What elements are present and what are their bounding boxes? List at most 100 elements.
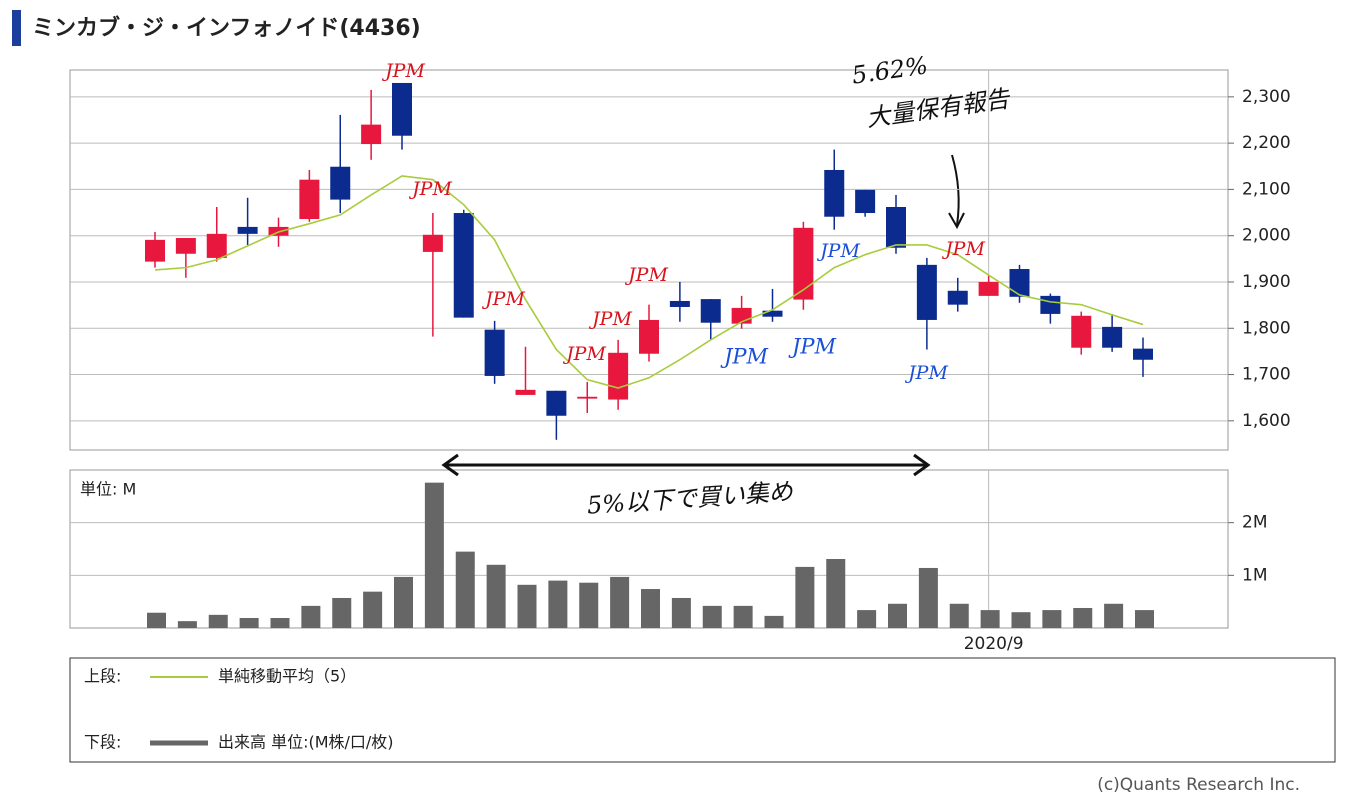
volume-bar: [177, 621, 197, 628]
legend-box: [69, 657, 1336, 763]
candle-body: [330, 166, 351, 200]
annotation: JPM: [816, 240, 860, 262]
candle-body: [793, 227, 814, 300]
volume-bar: [764, 615, 784, 628]
volume-bar: [671, 597, 691, 628]
legend-label: 単純移動平均（5）: [218, 667, 356, 686]
candle-body: [577, 396, 598, 399]
candle-body: [237, 226, 258, 234]
page-title: ミンカブ・ジ・インフォノイド(4436): [32, 15, 421, 41]
y-tick-label: 2,200: [1242, 133, 1291, 153]
annotation: JPM: [381, 60, 425, 82]
annotation: JPM: [408, 178, 452, 200]
volume-bar: [1042, 610, 1062, 628]
candle-body: [886, 207, 906, 248]
y-tick-label: 2M: [1242, 513, 1267, 533]
annotation: JPM: [904, 362, 948, 384]
volume-bar: [888, 603, 907, 628]
pointer-arrow: [951, 154, 960, 226]
annotation: JPM: [941, 238, 985, 260]
volume-bar: [332, 597, 352, 628]
volume-bar: [270, 617, 290, 628]
x-tick-label: 2020/9: [964, 634, 1024, 654]
candle-body: [145, 239, 165, 262]
volume-bar: [918, 567, 938, 628]
candle-body: [947, 290, 968, 305]
candle-body: [855, 189, 876, 214]
volume-bar: [702, 605, 722, 628]
legend-label: 出来高 単位:(M株/口/枚): [218, 733, 394, 752]
volume-bar: [455, 551, 475, 628]
candle-body: [1071, 315, 1092, 348]
y-tick-label: 1M: [1242, 565, 1267, 585]
volume-bar: [857, 610, 877, 628]
candle-body: [1133, 348, 1153, 360]
candle-body: [422, 234, 443, 252]
price-panel: [69, 69, 1229, 451]
volume-bar: [579, 582, 599, 628]
volume-bar: [363, 591, 383, 628]
volume-bar: [517, 584, 537, 628]
volume-bar: [641, 589, 660, 628]
y-tick-label: 2,300: [1242, 87, 1291, 107]
candle-body: [206, 233, 227, 258]
y-tick-label: 1,800: [1242, 318, 1291, 338]
candle-body: [515, 389, 536, 395]
annotation: JPM: [562, 343, 606, 365]
credit: (c)Quants Research Inc.: [1097, 775, 1300, 795]
candle-body: [1009, 269, 1030, 297]
candle-body: [1040, 295, 1061, 314]
candle-body: [1102, 326, 1123, 348]
candle-body: [978, 281, 999, 296]
candle-body: [916, 264, 937, 320]
y-tick-label: 2,100: [1242, 179, 1291, 199]
annotation: JPM: [788, 335, 837, 359]
annotation: JPM: [481, 288, 525, 310]
candle-body: [392, 82, 412, 136]
candle-body: [700, 299, 721, 323]
y-tick-label: 1,600: [1242, 411, 1291, 431]
candle-body: [299, 179, 320, 220]
moving-average-line: [154, 175, 1144, 389]
volume-bar: [1104, 603, 1124, 628]
volume-bar: [301, 605, 321, 628]
annotation: JPM: [588, 308, 632, 330]
volume-bar: [980, 610, 1000, 628]
arrow-head: [913, 453, 931, 477]
legend-panel-label: 上段:: [84, 667, 121, 686]
legend-panel-label: 下段:: [84, 733, 121, 752]
y-tick-label: 1,900: [1242, 272, 1291, 292]
candle-body: [639, 319, 659, 354]
volume-bar: [733, 605, 753, 628]
arrow-head: [441, 453, 459, 477]
volume-bar: [394, 576, 413, 628]
volume-bar: [424, 482, 444, 628]
y-tick-label: 2,000: [1242, 226, 1291, 246]
candle-body: [824, 169, 845, 217]
y-tick-label: 1,700: [1242, 365, 1291, 385]
volume-bar: [239, 617, 259, 628]
candle-body: [608, 352, 629, 400]
volume-bar: [147, 612, 166, 628]
volume-bar: [486, 564, 506, 628]
candle-body: [175, 238, 196, 254]
candle-body: [669, 300, 690, 307]
title-icon: [12, 10, 21, 46]
candle-body: [453, 213, 474, 318]
volume-bar: [610, 576, 630, 628]
arrow-head: [948, 212, 965, 230]
volume-bar: [548, 580, 568, 628]
volume-bar: [208, 614, 228, 628]
candle-body: [361, 124, 382, 145]
unit-label: 単位: M: [80, 480, 136, 499]
volume-bar: [1073, 607, 1093, 628]
candle-body: [546, 390, 567, 416]
volume-bar: [826, 559, 846, 628]
annotation: JPM: [624, 264, 668, 286]
candle-body: [762, 310, 783, 317]
candle-body: [484, 329, 505, 376]
volume-bar: [1135, 610, 1154, 628]
volume-bar: [949, 603, 969, 628]
annotation: JPM: [720, 345, 769, 369]
